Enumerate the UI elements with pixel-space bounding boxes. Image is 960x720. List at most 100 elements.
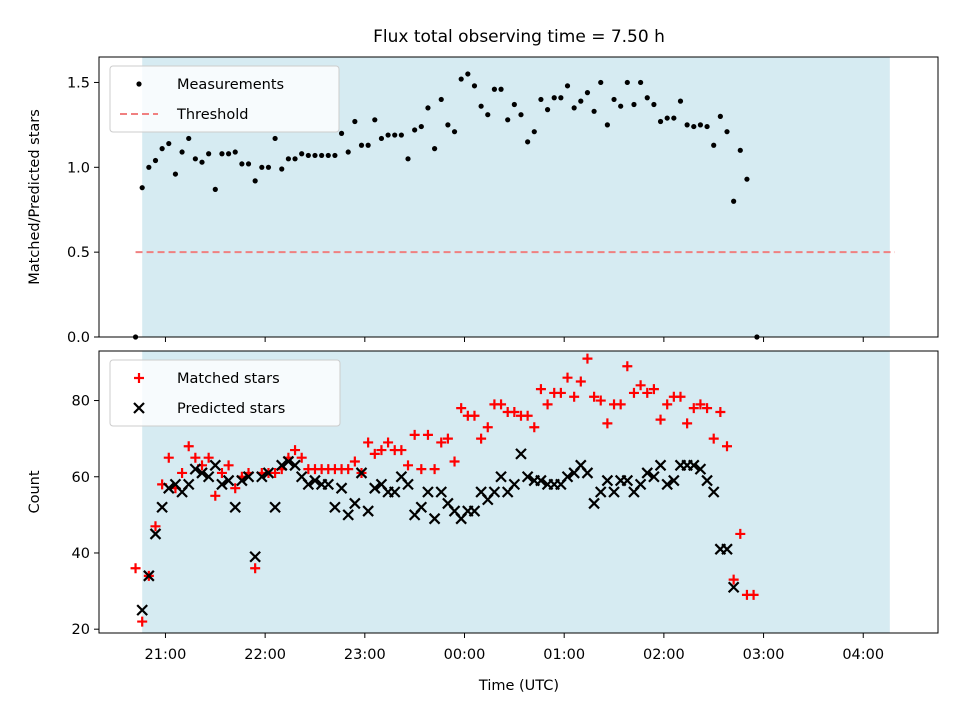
- data-point: [329, 501, 341, 514]
- legend: Matched stars Predicted stars: [109, 359, 341, 427]
- y-axis-label: Count: [27, 470, 43, 513]
- data-point: [219, 151, 225, 157]
- data-point: [578, 98, 584, 104]
- data-point: [575, 376, 586, 387]
- data-point: [256, 470, 268, 483]
- data-point: [232, 149, 238, 155]
- data-point: [369, 448, 380, 459]
- data-point: [495, 470, 507, 483]
- data-point: [584, 90, 591, 96]
- data-point: [309, 474, 321, 487]
- data-point: [682, 418, 693, 429]
- data-point: [677, 98, 684, 104]
- data-point: [416, 464, 427, 475]
- y-axis-label: Matched/Predicted stars: [27, 109, 43, 285]
- data-point: [136, 604, 148, 616]
- data-point: [604, 122, 610, 128]
- data-point: [189, 463, 202, 475]
- y-tick-label: 1.5: [67, 75, 90, 91]
- data-point: [488, 486, 501, 498]
- data-point: [635, 380, 646, 391]
- data-point: [177, 467, 188, 478]
- data-point: [279, 166, 285, 172]
- data-point: [415, 501, 428, 514]
- chart-title: Flux total observing time = 7.50 h: [373, 27, 665, 47]
- data-point: [728, 574, 739, 585]
- data-point: [638, 79, 644, 86]
- data-point: [225, 151, 232, 157]
- x-tick-label: 02:00: [643, 647, 685, 663]
- data-point: [139, 185, 145, 191]
- data-point: [345, 149, 351, 155]
- legend-swatch: [134, 373, 144, 383]
- data-point: [216, 467, 227, 478]
- data-point: [230, 483, 241, 494]
- y-tick-label: 1.0: [67, 160, 90, 176]
- legend-label: Matched stars: [177, 371, 280, 387]
- data-point: [748, 589, 759, 600]
- data-point: [179, 149, 185, 155]
- data-point: [675, 391, 686, 402]
- y-tick-label: 60: [72, 470, 90, 486]
- data-point: [203, 452, 214, 463]
- data-point: [657, 118, 664, 125]
- data-point: [737, 147, 743, 153]
- ratio-panel: 0.0 0.5 1.0 1.5 Matched/Predicted stars Measu…: [27, 56, 939, 346]
- data-point: [694, 463, 707, 475]
- legend-entry-threshold: Threshold: [120, 107, 248, 123]
- data-point: [721, 543, 733, 555]
- data-point: [551, 95, 557, 101]
- data-point: [708, 433, 719, 444]
- legend: Measurements Threshold: [109, 65, 340, 133]
- x-tick-label: 22:00: [244, 647, 286, 663]
- data-point: [196, 467, 208, 479]
- data-point: [275, 459, 288, 472]
- data-point: [282, 455, 295, 468]
- data-point: [285, 156, 291, 162]
- data-point: [422, 486, 434, 498]
- data-point: [508, 478, 521, 491]
- data-point: [182, 478, 195, 491]
- data-point: [396, 445, 407, 456]
- data-point: [289, 459, 301, 472]
- data-point: [312, 152, 318, 159]
- data-point: [518, 112, 524, 118]
- data-point: [358, 142, 365, 148]
- data-point: [172, 171, 179, 177]
- data-point: [332, 152, 338, 159]
- data-point: [156, 501, 168, 514]
- data-point: [687, 459, 700, 472]
- data-point: [471, 83, 478, 89]
- data-point: [697, 122, 704, 128]
- data-point: [159, 146, 165, 152]
- legend-entry-measurements: Measurements: [136, 77, 284, 93]
- data-point: [521, 470, 534, 483]
- data-point: [190, 452, 201, 463]
- data-point: [469, 410, 480, 421]
- data-point: [146, 164, 152, 170]
- data-point: [242, 470, 255, 483]
- data-point: [206, 151, 212, 157]
- x-tick-label: 03:00: [743, 647, 785, 663]
- data-point: [199, 159, 205, 165]
- data-point: [216, 478, 228, 491]
- data-point: [654, 459, 667, 472]
- data-point: [707, 486, 720, 498]
- data-point: [352, 118, 358, 125]
- data-point: [442, 433, 453, 444]
- data-point: [715, 406, 726, 417]
- data-point: [322, 478, 335, 491]
- data-point: [598, 79, 604, 86]
- data-point: [615, 399, 626, 410]
- data-point: [731, 198, 737, 204]
- plot-frame: [98, 350, 939, 634]
- data-point: [664, 115, 670, 121]
- data-point: [405, 156, 411, 162]
- data-point: [425, 105, 431, 111]
- data-point: [378, 135, 385, 142]
- data-point: [691, 123, 697, 130]
- data-point: [422, 429, 433, 440]
- data-point: [704, 123, 710, 130]
- data-point: [262, 467, 275, 479]
- plot-frame: [98, 56, 939, 338]
